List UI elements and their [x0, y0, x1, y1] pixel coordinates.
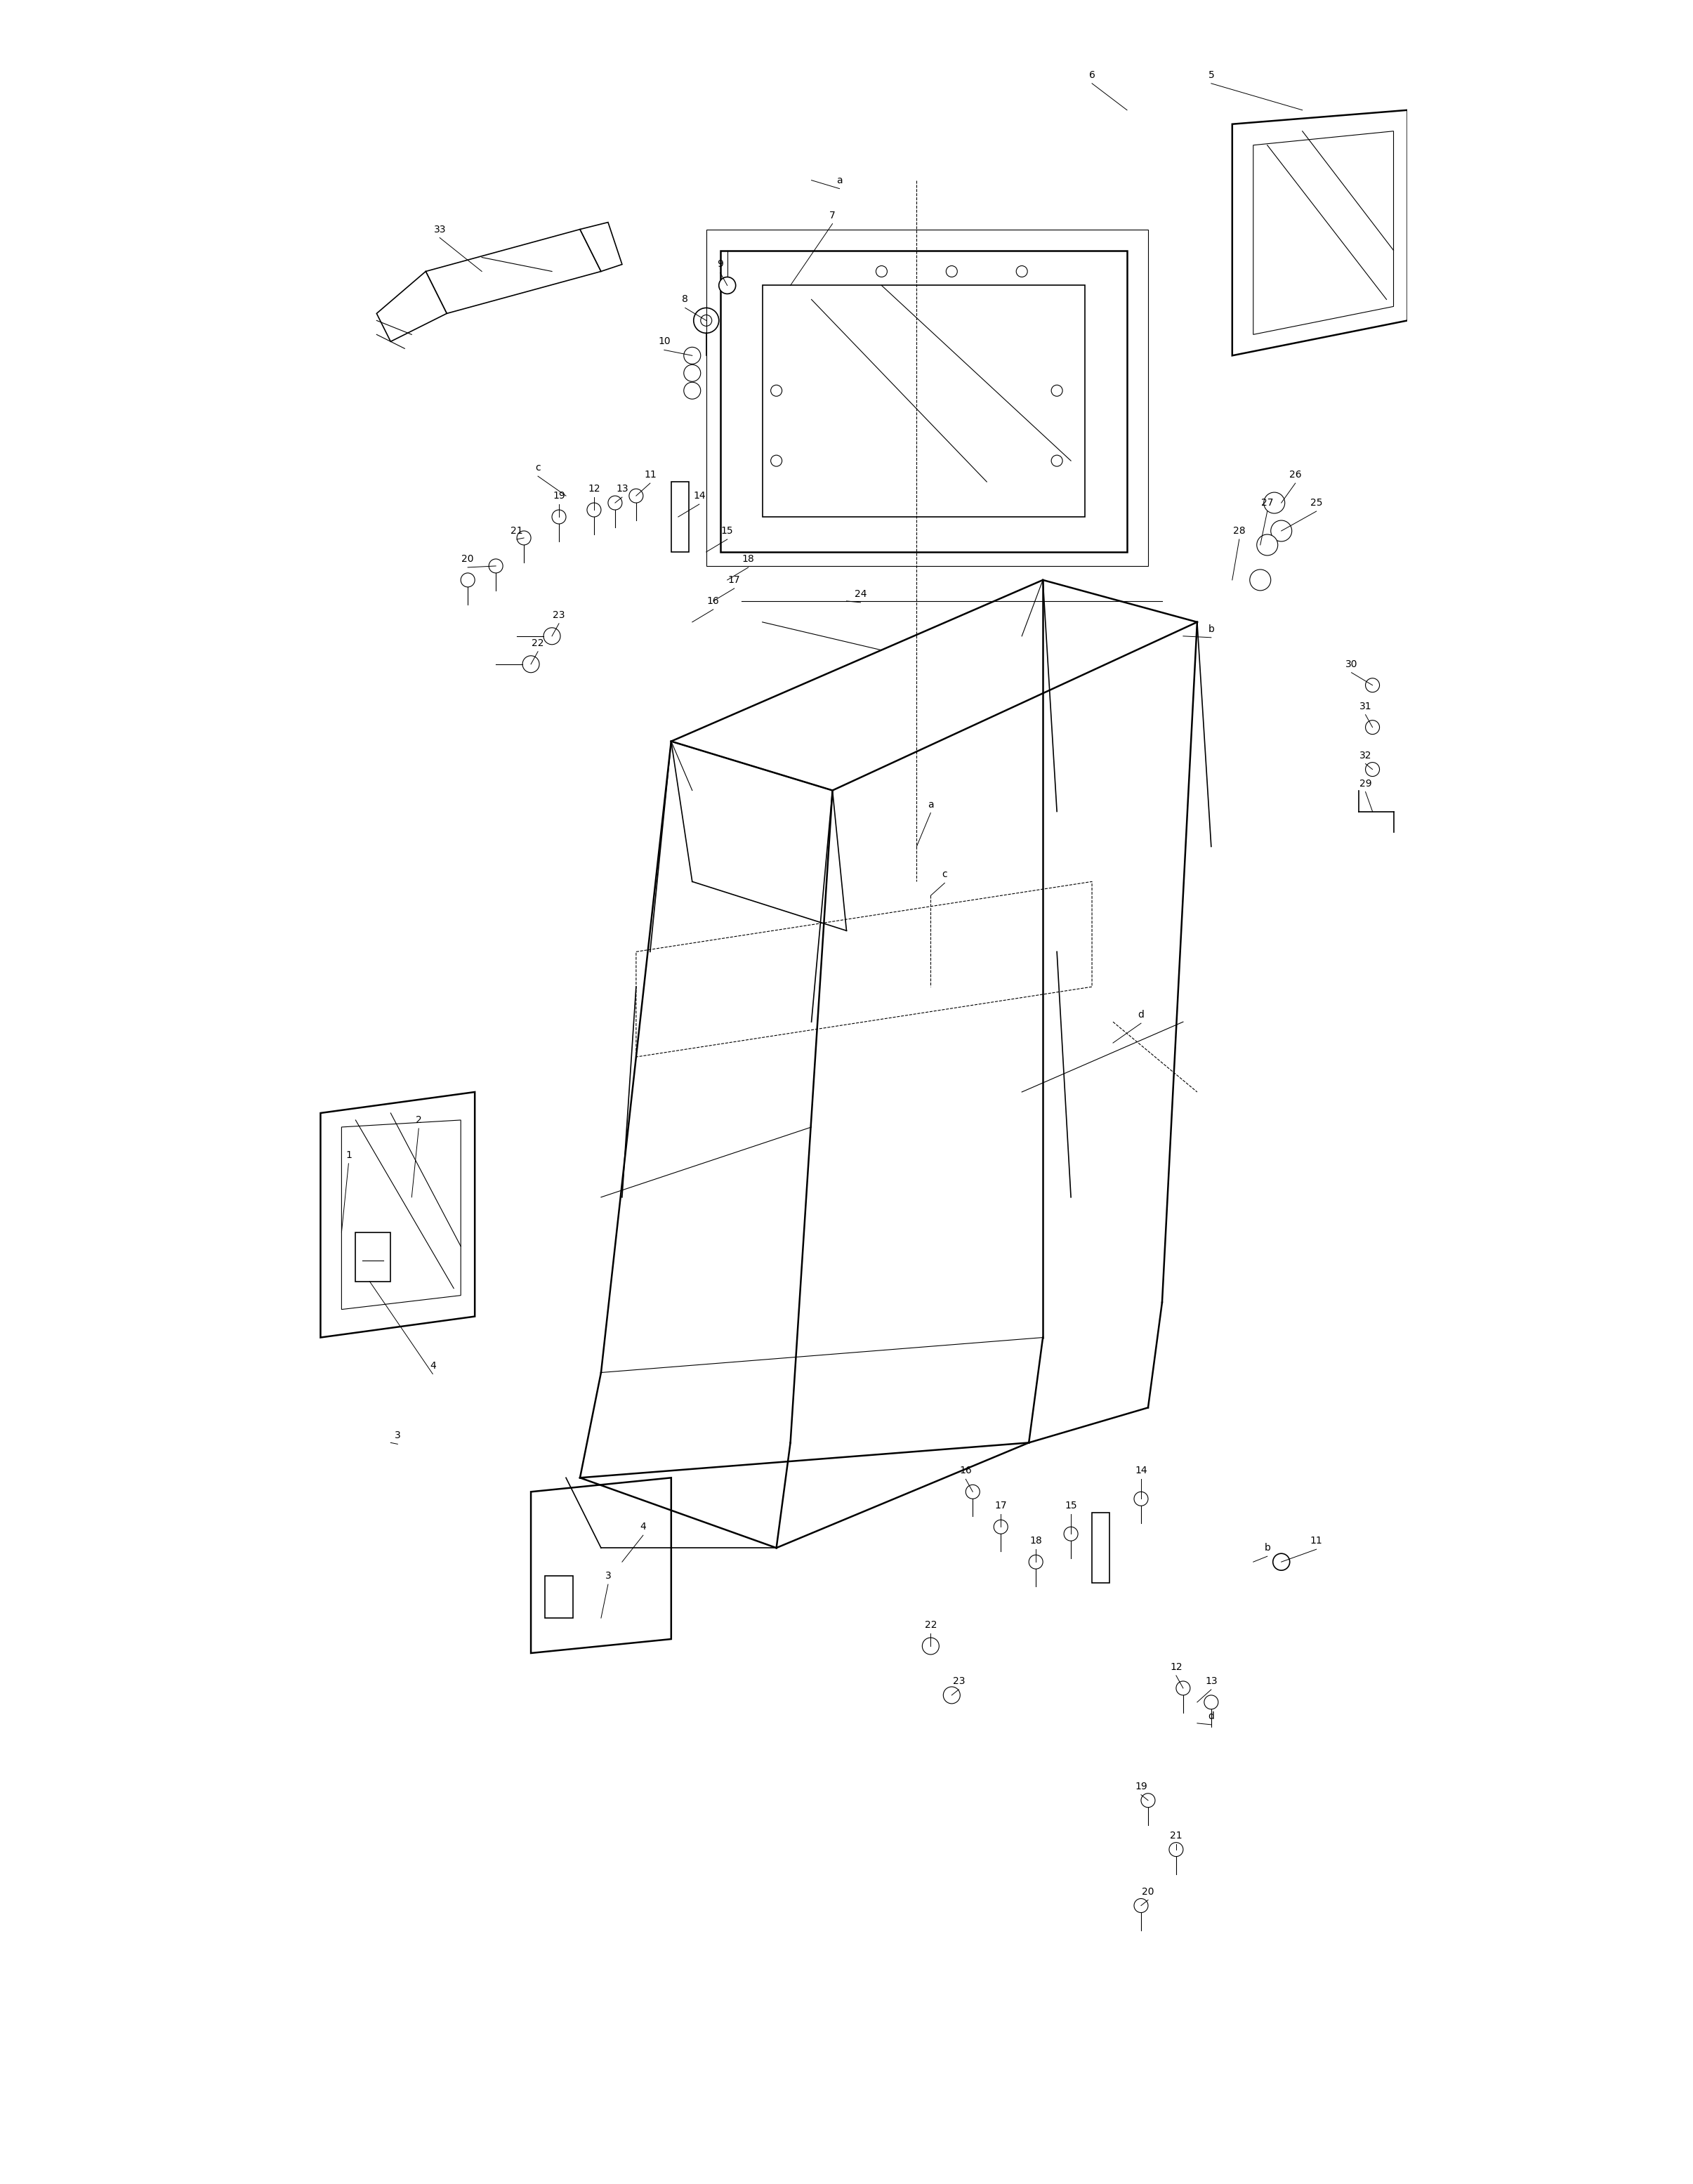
Text: c: c [535, 463, 540, 472]
Polygon shape [376, 271, 447, 341]
Text: 26: 26 [1288, 470, 1302, 480]
Circle shape [1273, 1553, 1290, 1570]
Circle shape [923, 1638, 940, 1655]
Text: 17: 17 [994, 1500, 1007, 1511]
Text: 13: 13 [616, 485, 628, 494]
Circle shape [943, 1686, 960, 1704]
Text: 21: 21 [1170, 1830, 1182, 1841]
Circle shape [994, 1520, 1007, 1533]
Circle shape [523, 655, 540, 673]
Circle shape [694, 308, 720, 334]
Circle shape [1366, 679, 1380, 692]
Circle shape [1204, 1695, 1219, 1710]
Text: 18: 18 [1029, 1535, 1043, 1546]
Circle shape [684, 382, 701, 400]
Text: 22: 22 [924, 1621, 936, 1629]
Circle shape [720, 277, 736, 295]
Circle shape [1141, 1793, 1155, 1808]
Text: 13: 13 [1205, 1677, 1217, 1686]
Circle shape [1256, 535, 1278, 555]
Text: 15: 15 [1065, 1500, 1077, 1511]
Circle shape [587, 502, 601, 518]
Text: 11: 11 [1310, 1535, 1322, 1546]
Text: 24: 24 [855, 590, 867, 598]
Text: 31: 31 [1359, 701, 1371, 712]
Text: 1: 1 [345, 1151, 352, 1160]
Text: 4: 4 [430, 1361, 435, 1369]
Text: 9: 9 [718, 260, 723, 269]
Text: 10: 10 [659, 336, 670, 347]
Text: 16: 16 [960, 1465, 972, 1476]
Text: 32: 32 [1359, 751, 1371, 760]
Text: 21: 21 [511, 526, 523, 535]
Text: 18: 18 [742, 555, 755, 563]
Circle shape [1063, 1527, 1078, 1542]
Text: 5: 5 [1209, 70, 1214, 81]
Text: 14: 14 [1134, 1465, 1148, 1476]
Text: 8: 8 [682, 295, 689, 304]
Text: 12: 12 [587, 485, 601, 494]
Text: 17: 17 [728, 574, 740, 585]
FancyBboxPatch shape [356, 1232, 391, 1282]
Circle shape [516, 531, 532, 546]
Text: 6: 6 [1089, 70, 1095, 81]
Text: a: a [836, 175, 843, 186]
Text: b: b [1209, 625, 1214, 633]
Circle shape [965, 1485, 980, 1498]
Circle shape [1134, 1492, 1148, 1505]
Text: 15: 15 [721, 526, 733, 535]
Polygon shape [425, 229, 601, 314]
Text: 20: 20 [462, 555, 474, 563]
FancyBboxPatch shape [1092, 1514, 1109, 1583]
Text: 14: 14 [692, 491, 706, 500]
Circle shape [1177, 1682, 1190, 1695]
Circle shape [543, 627, 560, 644]
Circle shape [1366, 721, 1380, 734]
Circle shape [1366, 762, 1380, 775]
Circle shape [1263, 491, 1285, 513]
Text: 3: 3 [394, 1431, 401, 1441]
Text: c: c [941, 869, 948, 880]
Text: d: d [1209, 1712, 1214, 1721]
Text: 3: 3 [604, 1570, 611, 1581]
Text: 30: 30 [1346, 660, 1358, 668]
Text: 11: 11 [643, 470, 657, 480]
Text: 23: 23 [554, 609, 565, 620]
FancyBboxPatch shape [670, 483, 689, 553]
Text: 33: 33 [433, 225, 445, 234]
Text: 28: 28 [1233, 526, 1246, 535]
Text: 16: 16 [708, 596, 720, 605]
Text: 4: 4 [640, 1522, 647, 1531]
Circle shape [1249, 570, 1271, 590]
Text: 23: 23 [953, 1677, 965, 1686]
Circle shape [1170, 1843, 1183, 1856]
Text: 2: 2 [415, 1116, 422, 1125]
Circle shape [460, 572, 474, 587]
Circle shape [1134, 1898, 1148, 1913]
Circle shape [1271, 520, 1292, 542]
Circle shape [608, 496, 621, 509]
Text: 19: 19 [552, 491, 565, 500]
Text: b: b [1265, 1542, 1270, 1553]
Text: 29: 29 [1359, 778, 1371, 788]
Circle shape [489, 559, 503, 572]
Text: a: a [928, 799, 933, 810]
Text: d: d [1138, 1009, 1144, 1020]
Circle shape [684, 347, 701, 365]
Text: 27: 27 [1261, 498, 1273, 507]
Text: 20: 20 [1141, 1887, 1155, 1896]
Circle shape [552, 509, 565, 524]
Text: 7: 7 [830, 210, 836, 221]
Text: 19: 19 [1134, 1782, 1148, 1791]
Polygon shape [581, 223, 621, 271]
Text: 22: 22 [532, 638, 543, 649]
Circle shape [684, 365, 701, 382]
FancyBboxPatch shape [545, 1577, 572, 1618]
Text: 25: 25 [1310, 498, 1322, 507]
Circle shape [630, 489, 643, 502]
Circle shape [1029, 1555, 1043, 1568]
Text: 12: 12 [1170, 1662, 1182, 1673]
